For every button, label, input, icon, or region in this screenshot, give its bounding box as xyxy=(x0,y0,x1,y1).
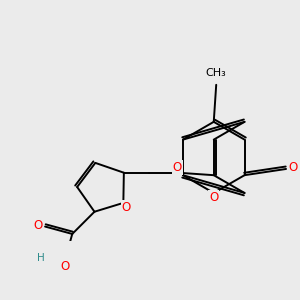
Text: O: O xyxy=(172,161,182,174)
Text: O: O xyxy=(60,260,70,273)
Text: H: H xyxy=(37,253,45,263)
Text: CH₃: CH₃ xyxy=(206,68,226,78)
Text: O: O xyxy=(34,219,43,232)
Text: O: O xyxy=(209,191,218,204)
Text: O: O xyxy=(288,161,298,175)
Text: O: O xyxy=(122,201,131,214)
